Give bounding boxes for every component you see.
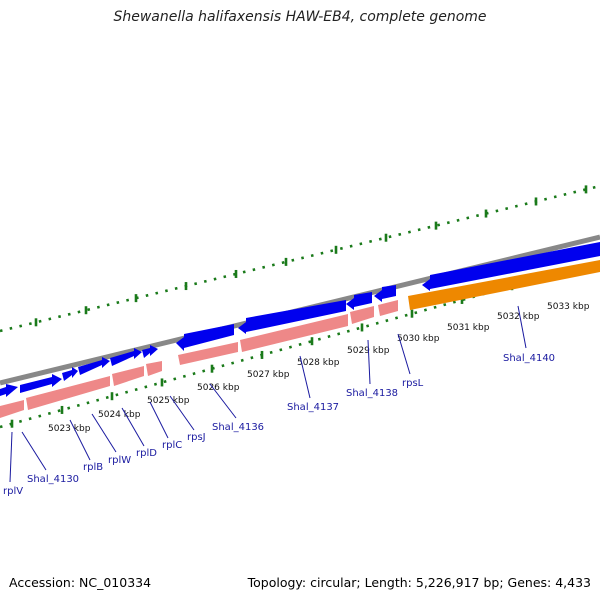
kbp-label: 5023 kbp xyxy=(48,424,91,434)
gene-arrow-shal-4130[interactable] xyxy=(20,374,62,393)
gene-label-shal-4138[interactable]: Shal_4138 xyxy=(346,388,398,399)
kbp-label: 5030 kbp xyxy=(397,334,440,344)
rna-gene-bar[interactable] xyxy=(408,260,600,310)
connector-line xyxy=(367,339,371,385)
gene-arrow-shal-4136[interactable] xyxy=(176,324,234,351)
kbp-label: 5031 kbp xyxy=(447,323,490,333)
outer-tick-ring xyxy=(0,184,600,333)
connector-line xyxy=(209,383,237,419)
map-title: Shewanella halifaxensis HAW-EB4, complet… xyxy=(113,9,487,25)
connector-line xyxy=(299,355,311,399)
cds-bar-reverse xyxy=(146,361,162,376)
rna-gene-track xyxy=(408,260,600,310)
gene-label-rplB[interactable]: rplB xyxy=(83,462,103,473)
gene-arrow-rplD[interactable] xyxy=(110,348,142,366)
gene-label-shal-4140[interactable]: Shal_4140 xyxy=(503,353,555,364)
kbp-label: 5033 kbp xyxy=(547,302,590,312)
gene-label-rplC[interactable]: rplC xyxy=(162,440,182,451)
gene-arrow-rplW[interactable] xyxy=(78,357,110,375)
topology-summary: Topology: circular; Length: 5,226,917 bp… xyxy=(247,575,591,590)
kbp-label: 5026 kbp xyxy=(197,383,240,393)
cds-bar-reverse xyxy=(350,306,374,324)
cds-bar-reverse xyxy=(178,342,238,365)
gene-label-rpsJ[interactable]: rpsJ xyxy=(187,432,206,443)
gene-arrow-rpsL[interactable] xyxy=(374,285,396,302)
gene-arrow-rplB[interactable] xyxy=(62,367,78,381)
connector-line xyxy=(91,413,117,453)
gene-label-shal-4136[interactable]: Shal_4136 xyxy=(212,422,264,433)
reverse-cds-track xyxy=(0,300,398,418)
gene-label-rplD[interactable]: rplD xyxy=(136,448,157,459)
gene-label-rplW[interactable]: rplW xyxy=(108,455,131,466)
gene-arrow-rplC[interactable] xyxy=(142,345,158,358)
cds-bar-reverse xyxy=(240,314,348,352)
cds-bar-reverse xyxy=(378,300,398,316)
connector-line xyxy=(9,431,13,483)
gene-label-rpsL[interactable]: rpsL xyxy=(402,378,424,389)
connector-line xyxy=(397,333,411,375)
connector-line xyxy=(169,395,195,431)
gene-label-shal-4130[interactable]: Shal_4130 xyxy=(27,474,79,485)
gene-label-shal-4137[interactable]: Shal_4137 xyxy=(287,402,339,413)
kbp-label: 5032 kbp xyxy=(497,312,540,322)
kbp-label: 5025 kbp xyxy=(147,396,190,406)
connector-line xyxy=(21,431,47,471)
kbp-label: 5024 kbp xyxy=(98,410,141,420)
gene-arrow-rplV[interactable] xyxy=(0,384,18,397)
connector-line xyxy=(121,407,145,447)
tick-ring-line xyxy=(0,260,600,429)
connector-line xyxy=(69,419,91,461)
forward-cds-track xyxy=(0,242,600,397)
kbp-label: 5028 kbp xyxy=(297,358,340,368)
gene-label-rplV[interactable]: rplV xyxy=(3,486,23,497)
cds-bar-reverse xyxy=(26,376,110,410)
cds-bar-reverse xyxy=(112,366,144,386)
connector-line xyxy=(517,305,527,349)
gene-arrow-shal-4140[interactable] xyxy=(422,242,600,291)
accession-label: Accession: NC_010334 xyxy=(9,575,152,590)
connector-line xyxy=(149,401,169,439)
gene-arrow-shal-4138[interactable] xyxy=(346,292,372,310)
gene-arrow-shal-4137[interactable] xyxy=(238,300,346,334)
kbp-label: 5027 kbp xyxy=(247,370,290,380)
gene-labels: rplV Shal_4130 rplB rplW rplD rplC rpsJ … xyxy=(3,353,555,497)
gene-label-connectors xyxy=(9,305,527,483)
cds-bar-reverse xyxy=(0,400,24,418)
